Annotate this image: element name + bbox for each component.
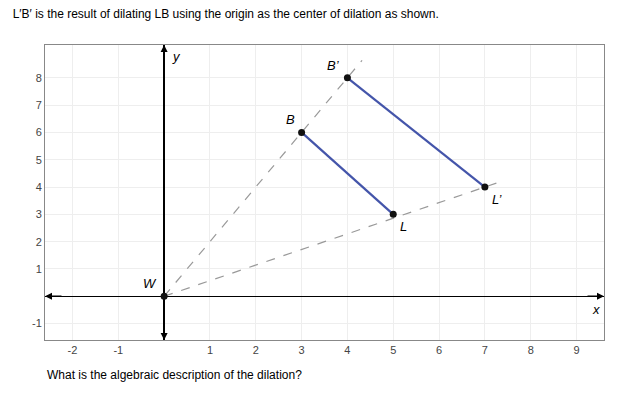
svg-text:L: L xyxy=(400,219,407,234)
svg-text:2: 2 xyxy=(253,344,259,356)
svg-text:6: 6 xyxy=(36,126,42,138)
svg-text:What is the algebraic descript: What is the algebraic description of the… xyxy=(47,368,302,382)
svg-text:-1: -1 xyxy=(113,344,123,356)
svg-text:3: 3 xyxy=(36,208,42,220)
svg-text:1: 1 xyxy=(207,344,213,356)
svg-text:L′B′ is the result of dilating: L′B′ is the result of dilating LB using … xyxy=(13,7,439,21)
svg-text:-2: -2 xyxy=(68,344,78,356)
svg-text:9: 9 xyxy=(573,344,579,356)
svg-text:7: 7 xyxy=(482,344,488,356)
svg-text:7: 7 xyxy=(36,99,42,111)
svg-text:8: 8 xyxy=(36,72,42,84)
svg-text:1: 1 xyxy=(36,263,42,275)
svg-text:6: 6 xyxy=(436,344,442,356)
svg-text:y: y xyxy=(172,49,181,64)
svg-text:x: x xyxy=(592,302,600,317)
svg-text:8: 8 xyxy=(528,344,534,356)
svg-text:5: 5 xyxy=(390,344,396,356)
svg-text:4: 4 xyxy=(36,181,42,193)
svg-text:2: 2 xyxy=(36,236,42,248)
svg-text:3: 3 xyxy=(299,344,305,356)
svg-text:L’: L’ xyxy=(492,192,503,207)
svg-text:5: 5 xyxy=(36,154,42,166)
svg-text:B: B xyxy=(286,112,295,127)
svg-text:W: W xyxy=(143,276,157,291)
svg-text:4: 4 xyxy=(344,344,350,356)
svg-text:-1: -1 xyxy=(32,317,42,329)
svg-text:B’: B’ xyxy=(327,58,340,73)
